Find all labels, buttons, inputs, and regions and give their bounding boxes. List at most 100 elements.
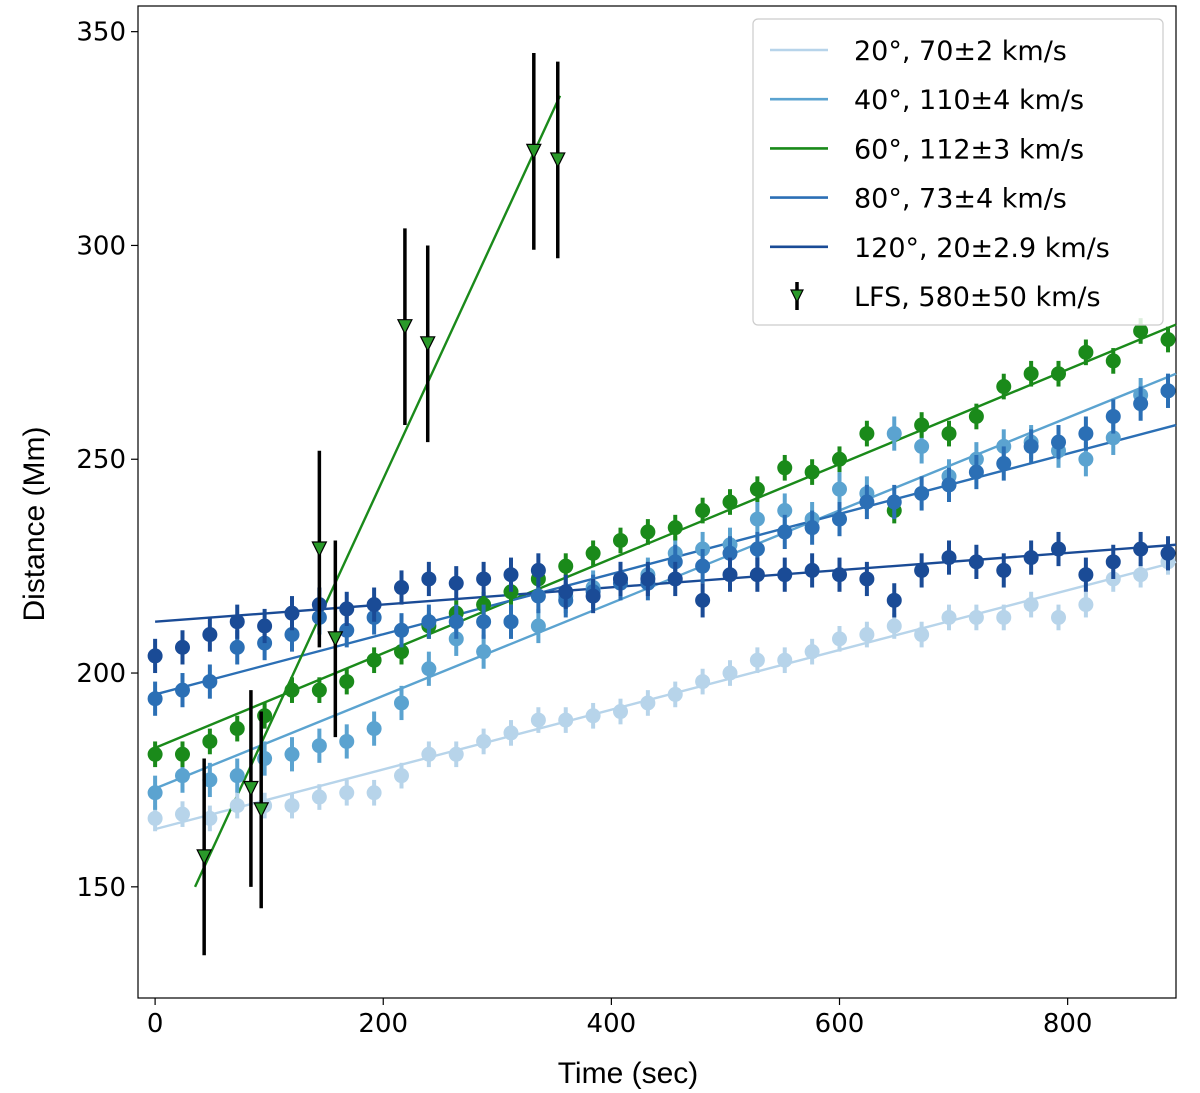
data-point xyxy=(1051,541,1067,557)
data-point xyxy=(202,772,218,788)
data-point xyxy=(1105,554,1121,570)
data-point xyxy=(284,682,300,698)
data-point xyxy=(804,562,820,578)
legend-box xyxy=(752,18,1164,326)
data-point xyxy=(147,691,163,707)
data-point xyxy=(695,558,711,574)
data-point xyxy=(558,584,574,600)
legend: 20°, 70±2 km/s 40°, 110±4 km/s 60°, 112±3 … xyxy=(752,18,1164,326)
x-axis-ticks: 0 200 400 600 800 xyxy=(147,998,1092,1039)
legend-entry-4: 120°, 20±2.9 km/s xyxy=(770,233,1110,264)
data-point xyxy=(777,652,793,668)
data-point xyxy=(421,746,437,762)
data-point xyxy=(722,494,738,510)
series-1-points xyxy=(147,373,1176,810)
legend-label: 20°, 70±2 km/s xyxy=(854,36,1067,67)
data-point xyxy=(832,451,848,467)
data-point xyxy=(174,768,190,784)
data-point xyxy=(612,704,628,720)
legend-label: LFS, 580±50 km/s xyxy=(854,282,1101,313)
fit-line-series-0 xyxy=(154,560,1177,831)
fit-line-series-2 xyxy=(154,323,1177,749)
data-point xyxy=(1051,366,1067,382)
data-point xyxy=(749,511,765,527)
y-tick-label: 250 xyxy=(76,445,126,475)
legend-entry-3: 80°, 73±4 km/s xyxy=(770,184,1067,215)
legend-entry-5: LFS, 580±50 km/s xyxy=(790,282,1101,313)
data-point xyxy=(366,721,382,737)
fit-line-series-5 xyxy=(193,95,562,888)
data-point xyxy=(804,644,820,660)
data-point xyxy=(1051,609,1067,625)
legend-label: 120°, 20±2.9 km/s xyxy=(854,233,1110,264)
data-point xyxy=(229,798,245,814)
series-5-points xyxy=(196,53,566,956)
data-point xyxy=(174,806,190,822)
y-tick-label: 300 xyxy=(76,231,126,261)
data-point xyxy=(914,627,930,643)
data-point xyxy=(503,614,519,630)
data-point xyxy=(749,481,765,497)
legend-marker xyxy=(790,289,804,304)
legend-label: 60°, 112±3 km/s xyxy=(854,134,1084,165)
data-point xyxy=(229,614,245,630)
data-point xyxy=(202,810,218,826)
data-point xyxy=(1078,344,1094,360)
data-point xyxy=(1133,541,1149,557)
data-point xyxy=(1078,451,1094,467)
data-point xyxy=(503,725,519,741)
y-tick-label: 350 xyxy=(76,18,126,48)
data-point xyxy=(722,545,738,561)
data-point-triangle xyxy=(253,802,270,819)
data-point xyxy=(393,644,409,660)
series-3-points xyxy=(147,373,1176,716)
data-point xyxy=(886,426,902,442)
data-point xyxy=(832,631,848,647)
data-point xyxy=(1078,567,1094,583)
data-point xyxy=(1133,323,1149,339)
data-point xyxy=(859,426,875,442)
data-point xyxy=(202,627,218,643)
data-point-triangle xyxy=(549,152,566,169)
data-point xyxy=(968,554,984,570)
legend-entry-0: 20°, 70±2 km/s xyxy=(770,36,1067,67)
data-point xyxy=(640,524,656,540)
data-point xyxy=(257,618,273,634)
y-axis-title: Distance (Mm) xyxy=(18,426,51,621)
data-point xyxy=(147,746,163,762)
data-point xyxy=(695,592,711,608)
data-point xyxy=(914,562,930,578)
data-point xyxy=(229,639,245,655)
data-point xyxy=(558,712,574,728)
data-point xyxy=(1105,353,1121,369)
data-point xyxy=(448,746,464,762)
data-point xyxy=(476,571,492,587)
data-point xyxy=(366,597,382,613)
data-point xyxy=(284,627,300,643)
data-point xyxy=(749,541,765,557)
data-point xyxy=(147,648,163,664)
data-point xyxy=(1023,438,1039,454)
data-point xyxy=(667,571,683,587)
data-point xyxy=(640,695,656,711)
data-point xyxy=(229,721,245,737)
data-point xyxy=(284,605,300,621)
fit-line-series-1 xyxy=(154,372,1177,790)
data-point xyxy=(941,550,957,566)
data-point xyxy=(421,661,437,677)
data-point xyxy=(996,456,1012,472)
data-point xyxy=(585,545,601,561)
x-tick-label: 200 xyxy=(358,1009,408,1039)
data-point xyxy=(996,379,1012,395)
data-point xyxy=(1023,366,1039,382)
data-point xyxy=(886,618,902,634)
data-point xyxy=(339,674,355,690)
data-point xyxy=(749,567,765,583)
data-point xyxy=(558,558,574,574)
data-point xyxy=(968,408,984,424)
data-point xyxy=(1051,434,1067,450)
data-point xyxy=(284,746,300,762)
data-point xyxy=(393,622,409,638)
data-point xyxy=(393,695,409,711)
data-point xyxy=(777,524,793,540)
